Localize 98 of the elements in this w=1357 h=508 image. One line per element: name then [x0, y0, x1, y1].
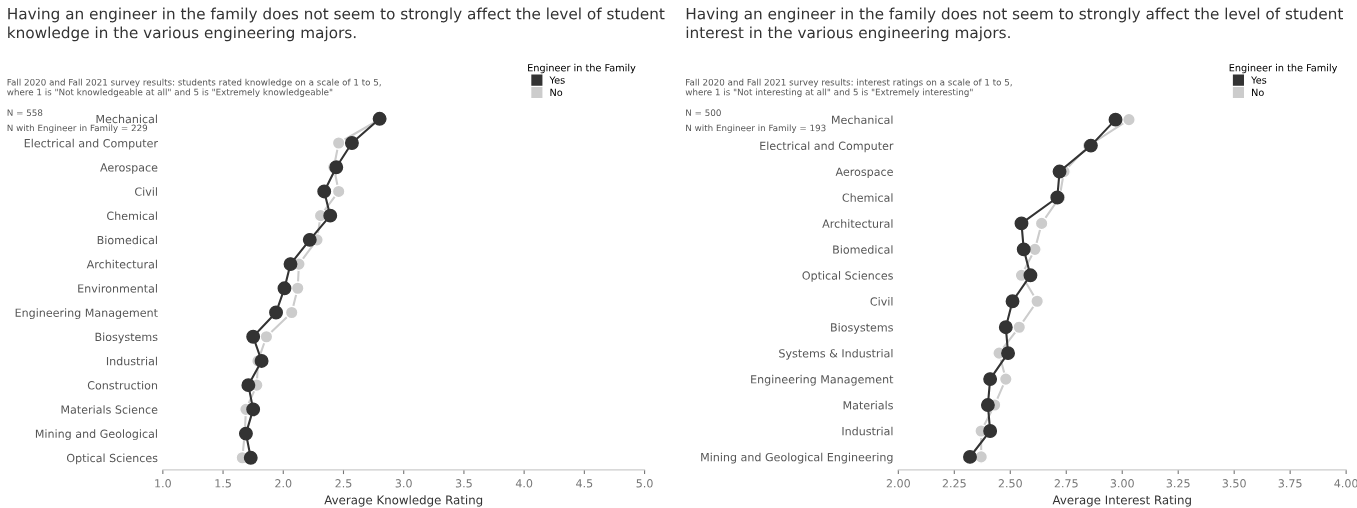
text: N = 558: [7, 109, 43, 116]
y-tick-label: Electrical and Computer: [24, 138, 158, 150]
y-tick-label: Optical Sciences: [802, 271, 893, 282]
y-tick-label: Industrial: [106, 356, 157, 366]
y-tick-label: Biosystems: [831, 322, 893, 334]
x-tick-label: 4.00: [1334, 479, 1357, 488]
y-tick-label: Aerospace: [100, 163, 158, 174]
y-tick-label: Biosystems: [95, 332, 158, 344]
point: [1122, 112, 1136, 127]
x-tick-label: 2.25: [942, 479, 966, 488]
x-tick-label: 2.50: [998, 479, 1022, 488]
x-tick-label: 2.75: [1054, 479, 1078, 488]
point: [269, 305, 283, 320]
text: Fall 2020 and Fall 2021 survey results: interest ratings on a scale of 1 to 5, where 1 is "Not interesting at all" and 5 is "Extremely interesting": [685, 78, 1012, 98]
point: [1016, 242, 1031, 257]
y-tick-label: Architectural: [86, 259, 157, 269]
point: [998, 372, 1013, 387]
y-tick-label: Architectural: [822, 219, 893, 228]
point: [331, 136, 346, 150]
point: [277, 281, 292, 296]
point: [317, 184, 332, 199]
point: [323, 208, 338, 223]
x-tick-label: 3.00: [1110, 479, 1134, 488]
y-tick-label: Civil: [870, 297, 893, 306]
legend-label: No: [1252, 88, 1264, 97]
point: [284, 305, 299, 320]
text: N with Engineer in Family = 229: [7, 124, 148, 133]
y-tick-label: Mechanical: [96, 114, 157, 124]
legend-title: Engineer in the Family: [528, 63, 636, 74]
y-tick-label: Chemical: [842, 193, 893, 202]
legend-label: Yes: [1251, 76, 1267, 84]
point: [1005, 294, 1020, 309]
point: [259, 329, 274, 344]
y-tick-label: Mining and Geological: [35, 429, 157, 441]
x-axis-title: Average Interest Rating: [1052, 495, 1191, 507]
y-tick-label: Chemical: [107, 211, 157, 221]
point: [1030, 294, 1045, 309]
text: Fall 2020 and Fall 2021 survey results: students rated knowledge on a scale of 1 to 5, where 1 is "Not knowledgeable at all" and 5 is "Extremely knowledgeable": [7, 78, 381, 98]
point: [998, 320, 1013, 335]
point: [331, 184, 346, 199]
point: [290, 281, 305, 296]
y-tick-label: Biomedical: [97, 235, 157, 245]
y-tick-label: Construction: [87, 380, 158, 390]
x-tick-label: 2.0: [275, 479, 292, 488]
text: N with Engineer in Family = 193: [686, 124, 826, 133]
x-tick-label: 1.5: [215, 479, 231, 488]
y-tick-label: Mechanical: [832, 115, 893, 125]
point: [1052, 164, 1067, 179]
legend-label: Yes: [549, 76, 565, 84]
point: [344, 136, 359, 150]
y-tick-label: Optical Sciences: [66, 453, 158, 465]
y-tick-label: Engineering Management: [15, 308, 158, 320]
point: [1012, 320, 1027, 335]
y-tick-label: Electrical and Computer: [760, 141, 894, 153]
y-tick-label: Materials Science: [61, 405, 158, 414]
point: [246, 402, 261, 417]
point: [963, 449, 977, 464]
point: [254, 353, 269, 368]
chart-title: Having an engineer in the family does not seem to strongly affect the level of student interest in the various engineering majors.: [686, 7, 1344, 42]
point: [1001, 346, 1015, 361]
y-tick-label: Industrial: [842, 426, 893, 436]
y-tick-label: Systems & Industrial: [779, 348, 893, 360]
x-tick-label: 3.5: [455, 479, 472, 488]
legend-label: No: [550, 88, 563, 97]
point: [302, 232, 317, 247]
point: [983, 372, 998, 387]
y-tick-label: Engineering Management: [751, 374, 894, 386]
y-tick-label: Environmental: [78, 284, 157, 293]
x-tick-label: 1.0: [155, 479, 171, 488]
y-tick-label: Materials: [843, 400, 893, 410]
point: [1108, 112, 1123, 127]
point: [1023, 268, 1038, 283]
x-axis-title: Average Knowledge Rating: [324, 495, 483, 507]
x-tick-label: 3.0: [395, 479, 412, 488]
point: [1014, 216, 1029, 231]
point: [283, 257, 298, 272]
point: [983, 424, 998, 438]
y-tick-label: Aerospace: [835, 167, 893, 179]
point: [974, 449, 989, 464]
text: N = 500: [686, 109, 721, 116]
point: [1034, 216, 1049, 231]
x-tick-label: 3.25: [1166, 479, 1190, 488]
x-tick-label: 4.0: [515, 479, 533, 488]
x-tick-label: 2.5: [335, 479, 352, 488]
x-tick-label: 4.5: [576, 479, 593, 488]
y-tick-label: Civil: [135, 187, 157, 196]
point: [980, 398, 995, 412]
x-tick-label: 3.75: [1278, 479, 1302, 488]
x-tick-label: 3.50: [1222, 479, 1246, 488]
chart-title: Having an engineer in the family does not seem to strongly affect the level of student knowledge in the various engineering majors.: [8, 7, 665, 42]
legend-title: Engineer in the Family: [1229, 63, 1338, 74]
y-tick-label: Biomedical: [833, 245, 893, 254]
point: [243, 450, 258, 465]
point: [246, 329, 261, 344]
x-tick-label: 2.00: [886, 479, 910, 488]
y-tick-label: Mining and Geological Engineering: [701, 452, 893, 464]
x-tick-label: 5.0: [636, 479, 653, 488]
point: [241, 378, 256, 393]
